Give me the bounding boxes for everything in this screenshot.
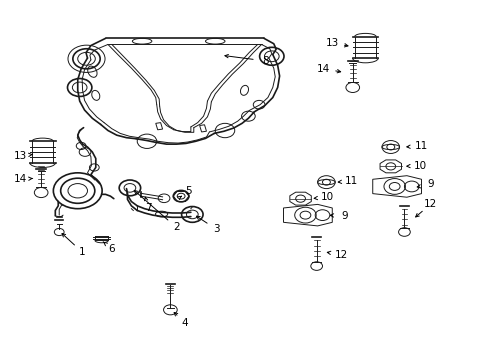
Text: 9: 9 [427,179,433,189]
Text: 7: 7 [144,203,151,213]
Text: 9: 9 [341,211,347,221]
Text: 13: 13 [14,150,27,161]
Text: 12: 12 [334,249,347,260]
Text: 10: 10 [413,161,426,171]
Text: 12: 12 [423,199,436,209]
Text: 5: 5 [185,186,191,197]
Text: 14: 14 [14,174,27,184]
Text: 14: 14 [316,64,329,74]
Text: 1: 1 [79,247,86,257]
Text: 11: 11 [345,176,358,186]
Text: 2: 2 [173,222,179,232]
Text: 6: 6 [108,244,115,254]
Text: 11: 11 [413,141,427,151]
Text: 4: 4 [182,318,188,328]
Text: 3: 3 [213,225,220,234]
Text: 13: 13 [325,38,338,48]
Text: 10: 10 [320,192,333,202]
Text: 8: 8 [262,56,268,66]
